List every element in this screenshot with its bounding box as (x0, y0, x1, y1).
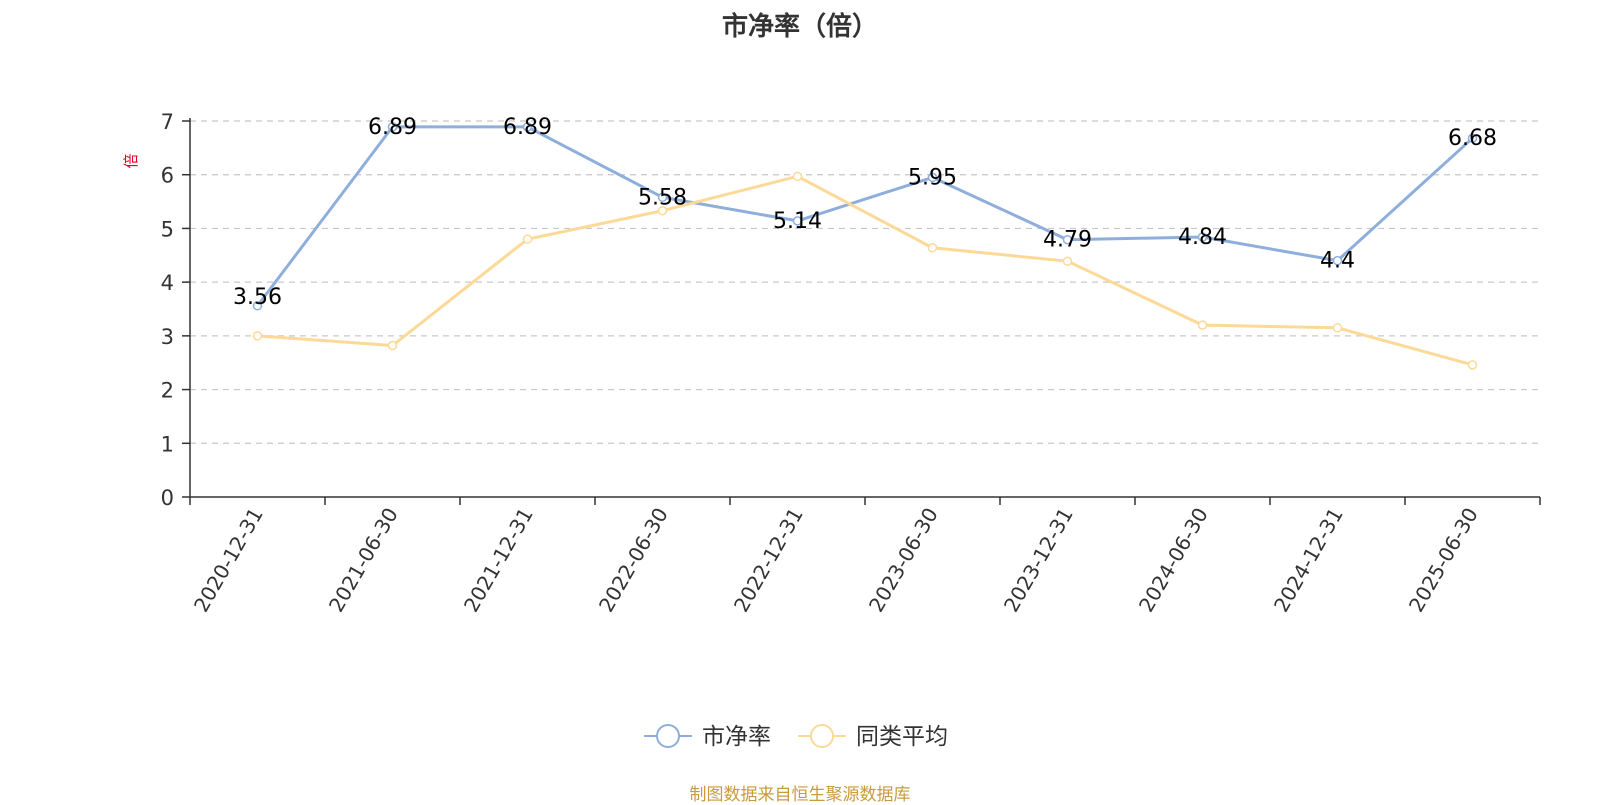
source-note: 制图数据来自恒生聚源数据库 (689, 785, 911, 805)
data-label: 6.89 (503, 115, 552, 140)
data-point (927, 172, 938, 183)
data-point (252, 331, 263, 341)
data-point (387, 340, 398, 351)
x-tick-label: 2024-06-30 (1134, 504, 1213, 617)
x-tick-label: 2025-06-30 (1404, 504, 1483, 617)
data-point (792, 216, 803, 226)
data-point (792, 171, 803, 182)
data-point (1467, 360, 1478, 370)
y-tick-label: 3 (161, 325, 174, 349)
data-point (252, 301, 263, 311)
data-point (1467, 133, 1478, 143)
legend: 市净率 同类平均 (644, 724, 948, 750)
data-point (1197, 320, 1208, 330)
data-point (1332, 255, 1343, 266)
data-label: 4.79 (1043, 228, 1092, 253)
x-tick-label: 2023-06-30 (864, 504, 943, 617)
y-tick-label: 7 (161, 110, 174, 134)
data-label: 4.4 (1320, 249, 1355, 274)
data-point (1197, 232, 1208, 242)
series-line (256, 125, 1474, 307)
data-point (1062, 256, 1073, 266)
x-tick-label: 2020-12-31 (189, 504, 268, 617)
y-tick-label: 2 (161, 379, 174, 403)
x-tick-label: 2022-12-31 (729, 504, 808, 617)
data-point (1332, 323, 1343, 333)
y-tick-label: 6 (161, 164, 174, 188)
legend-marker (656, 724, 680, 748)
data-label: 4.84 (1178, 225, 1227, 250)
y-axis-label: 倍 (122, 153, 140, 168)
grid-lines (190, 120, 1540, 444)
data-point (927, 243, 938, 253)
data-point (387, 122, 398, 132)
y-tick-label: 1 (161, 432, 174, 456)
data-label: 6.68 (1448, 126, 1497, 151)
x-tick-label: 2023-12-31 (999, 504, 1078, 617)
data-point (522, 234, 533, 244)
y-tick-label: 5 (161, 217, 174, 241)
x-tick-label: 2021-12-31 (459, 504, 538, 617)
data-point (657, 192, 668, 203)
data-label: 6.89 (368, 115, 417, 140)
data-point (522, 122, 533, 132)
data-point (657, 205, 668, 216)
data-label: 3.56 (233, 285, 282, 310)
series-line (257, 174, 1473, 367)
legend-label: 市净率 (702, 724, 771, 750)
y-tick-label: 0 (161, 486, 174, 510)
y-tick-label: 4 (161, 271, 174, 295)
data-label: 5.58 (638, 185, 687, 210)
x-tick-label: 2021-06-30 (324, 504, 403, 617)
series-lines (252, 122, 1478, 370)
chart-title: 市净率（倍） (721, 12, 878, 42)
data-point (1062, 234, 1073, 245)
legend-marker (810, 724, 834, 748)
x-tick-label: 2022-06-30 (594, 504, 673, 617)
data-labels: 3.56 6.89 6.89 5.58 5.14 5.95 4.79 4.84 4.4 6.68 (233, 115, 1497, 310)
axes: 0 1 2 3 4 5 6 7 倍 2020-12-31 2021-06-30 2021-12-31 2… (122, 110, 1541, 617)
x-tick-label: 2024-12-31 (1269, 504, 1348, 617)
data-label: 5.95 (908, 165, 957, 190)
legend-label: 同类平均 (856, 724, 948, 750)
data-label: 5.14 (773, 209, 822, 234)
